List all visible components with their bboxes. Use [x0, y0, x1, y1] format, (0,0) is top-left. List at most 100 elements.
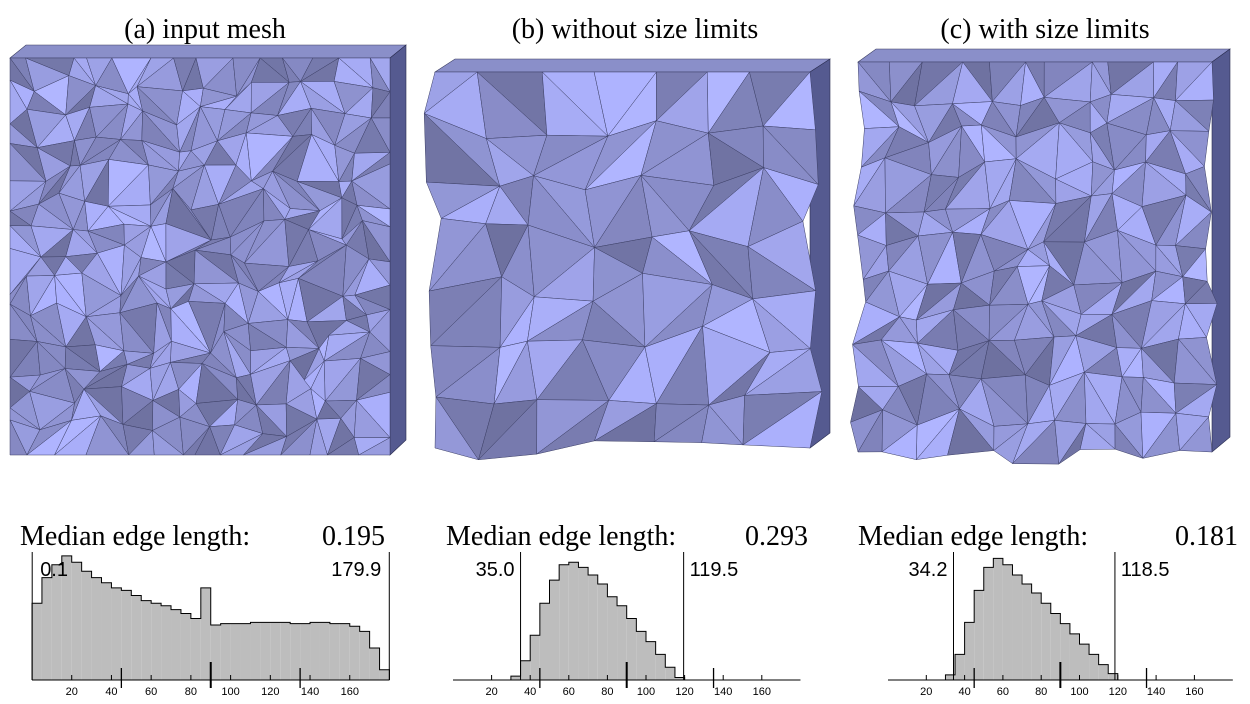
histogram-bar: [1098, 664, 1109, 680]
histogram-bar: [121, 590, 132, 680]
histogram-bar: [617, 605, 627, 680]
histogram-bar: [339, 623, 350, 680]
histogram-bar: [1108, 673, 1118, 680]
mesh-triangle: [1179, 416, 1213, 453]
x-tick-label: 20: [485, 686, 497, 698]
histogram-bar: [964, 622, 975, 680]
histogram-bar: [51, 564, 62, 680]
panel: (b) without size limits Median edge lengt…: [423, 14, 832, 698]
caption: (c) with size limits: [940, 14, 1149, 45]
histogram-bar: [1050, 613, 1061, 680]
median-label: Median edge length:: [20, 521, 250, 552]
histogram-bar: [32, 603, 42, 680]
mesh-triangle: [194, 426, 221, 456]
x-tick-label: 60: [563, 686, 575, 698]
histogram-bar: [230, 623, 241, 680]
histogram-bar: [171, 609, 181, 680]
histogram-bar: [180, 613, 191, 680]
histogram-bar: [190, 618, 201, 680]
mesh-triangle: [1079, 423, 1116, 450]
caption: (b) without size limits: [512, 14, 759, 45]
histogram-bar: [81, 571, 92, 680]
histogram: 20 40 60 80 100 120 140 160 0.1 179.9: [31, 552, 390, 698]
histogram-bar: [1012, 575, 1023, 680]
mesh-triangle: [357, 437, 391, 456]
histogram-bar: [290, 623, 301, 680]
x-tick-label: 120: [675, 686, 693, 698]
histogram-bar: [539, 603, 550, 680]
histogram-bar: [41, 577, 52, 680]
panel: (c) with size limits Median edge length: 0…: [850, 14, 1238, 698]
histogram-bar: [993, 558, 1003, 680]
x-tick-label: 100: [221, 686, 239, 698]
histogram-bar: [210, 624, 221, 680]
histogram: 20 40 60 80 100 120 140 160 34.2 118.5: [888, 552, 1233, 698]
mesh-triangle: [9, 419, 28, 456]
min-angle-label: 34.2: [909, 559, 948, 581]
histogram-bar: [520, 660, 531, 680]
x-tick-label: 80: [185, 686, 197, 698]
histogram-bar: [655, 654, 666, 680]
histogram-bar: [280, 622, 291, 680]
x-tick-label: 80: [1035, 686, 1047, 698]
histogram-bar: [1079, 644, 1090, 680]
x-tick-label: 160: [1185, 686, 1203, 698]
x-tick-label: 40: [958, 686, 970, 698]
histogram-bar: [955, 654, 965, 680]
median-value: 0.181: [1175, 521, 1238, 552]
histogram-bar: [530, 635, 540, 680]
histogram-bar: [359, 631, 370, 680]
histogram-bar: [91, 577, 102, 680]
histogram-bar: [220, 623, 231, 680]
x-tick-label: 100: [1070, 686, 1088, 698]
histogram-bar: [578, 567, 589, 680]
max-angle-label: 179.9: [331, 559, 381, 581]
mesh-top: [857, 48, 1231, 63]
histogram-bar: [319, 622, 330, 680]
histogram-bar: [588, 575, 598, 680]
x-tick-label: 20: [66, 686, 78, 698]
histogram-bar: [568, 562, 579, 680]
mesh: [9, 44, 407, 456]
histogram-bar: [379, 669, 390, 680]
mesh-triangle: [701, 404, 744, 446]
histogram-bar: [1089, 654, 1099, 680]
histogram-bar: [1069, 633, 1080, 680]
histogram-bar: [369, 648, 380, 680]
histogram-bar: [1060, 623, 1070, 680]
histogram-bar: [1022, 584, 1032, 680]
min-angle-label: 35.0: [476, 559, 515, 581]
histogram-bar: [329, 623, 340, 680]
histogram-bar: [626, 618, 637, 680]
median-value: 0.195: [322, 521, 385, 552]
histogram-bar: [240, 623, 251, 680]
mesh-triangle: [742, 391, 823, 449]
x-tick-label: 160: [341, 686, 359, 698]
x-tick-label: 100: [637, 686, 655, 698]
mesh-triangle: [947, 408, 995, 456]
x-tick-label: 40: [105, 686, 117, 698]
histogram-bar: [945, 674, 956, 680]
histogram-bar: [559, 564, 569, 680]
x-tick-label: 140: [301, 686, 319, 698]
histogram-bar: [646, 641, 656, 680]
panel: (a) input mesh Median edge length: 0.195 20…: [9, 14, 407, 698]
caption: (a) input mesh: [124, 14, 286, 45]
histogram-bar: [161, 605, 172, 680]
x-tick-label: 60: [997, 686, 1009, 698]
mesh-side: [389, 44, 407, 456]
histogram-bar: [200, 587, 211, 680]
mesh-triangle: [434, 396, 480, 461]
median-value: 0.293: [745, 521, 808, 552]
histogram-outline: [31, 555, 390, 680]
mesh-triangle: [85, 415, 130, 456]
mesh-triangle: [152, 429, 185, 456]
histogram-bar: [151, 603, 162, 680]
histogram-bar: [250, 622, 261, 680]
histogram-bar: [1031, 592, 1042, 680]
histogram-bar: [71, 562, 82, 680]
histogram-bar: [349, 626, 360, 680]
mesh-triangle: [1114, 423, 1144, 459]
x-tick-label: 140: [1147, 686, 1165, 698]
